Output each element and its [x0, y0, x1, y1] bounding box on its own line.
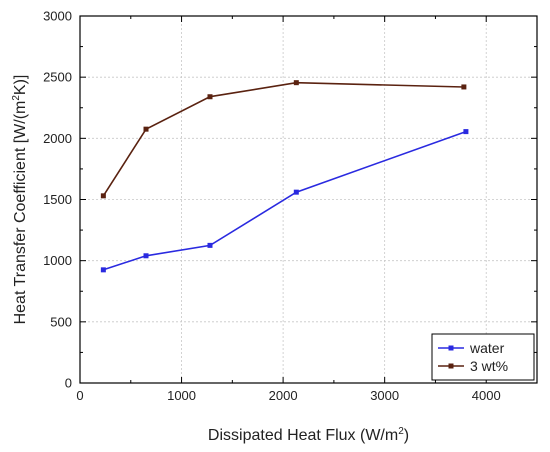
x-tick-label: 2000: [269, 388, 298, 403]
y-tick-label: 1000: [43, 253, 72, 268]
x-axis-label-main: Dissipated Heat Flux (W/m: [208, 427, 398, 444]
legend-label: water: [469, 340, 505, 356]
legend-swatch-marker: [448, 345, 454, 351]
series-2-line: [102, 81, 464, 197]
legend-label: 3 wt%: [470, 358, 508, 374]
y-tick-label: 0: [65, 376, 72, 391]
axis-ticks: 0 1000 2000 3000 4000 0 500 1000 1500 2000 2500 300…: [43, 9, 537, 403]
x-tick-label: 4000: [472, 388, 501, 403]
y-tick-label: 500: [50, 314, 72, 329]
y-axis-label-main: Heat Transfer Coefficient [W/(m: [12, 101, 29, 325]
series-1-point: [293, 189, 299, 195]
grid: [80, 16, 537, 383]
y-tick-label: 2000: [43, 131, 72, 146]
series-1-point: [463, 129, 469, 135]
series-2-point: [293, 80, 299, 86]
series-2-point: [461, 84, 467, 90]
series-2-point: [143, 126, 149, 132]
y-tick-label: 1500: [43, 192, 72, 207]
legend: water 3 wt%: [431, 333, 535, 381]
series-layer: [100, 80, 469, 273]
y-axis-label-end: K)]: [12, 75, 29, 95]
y-axis-label: Heat Transfer Coefficient [W/(m2K)]: [11, 75, 29, 325]
series-1-point: [207, 242, 213, 248]
x-tick-label: 0: [76, 388, 83, 403]
series-1: [100, 129, 469, 273]
series-2: [100, 80, 467, 199]
legend-swatch-marker: [448, 363, 454, 369]
x-tick-label: 3000: [370, 388, 399, 403]
series-1-line: [103, 130, 467, 271]
y-tick-label: 2500: [43, 70, 72, 85]
series-1-point: [100, 267, 106, 273]
x-axis-label: Dissipated Heat Flux (W/m2): [208, 426, 409, 444]
y-tick-label: 3000: [43, 9, 72, 24]
series-1-point: [143, 253, 149, 259]
series-2-point: [100, 193, 106, 199]
y-axis-label-sup: 2: [11, 95, 22, 101]
series-2-point: [207, 94, 213, 100]
x-axis-label-end: ): [404, 427, 409, 444]
x-axis-label-sup: 2: [398, 426, 404, 437]
x-tick-label: 1000: [167, 388, 196, 403]
legend-box: [431, 333, 535, 381]
